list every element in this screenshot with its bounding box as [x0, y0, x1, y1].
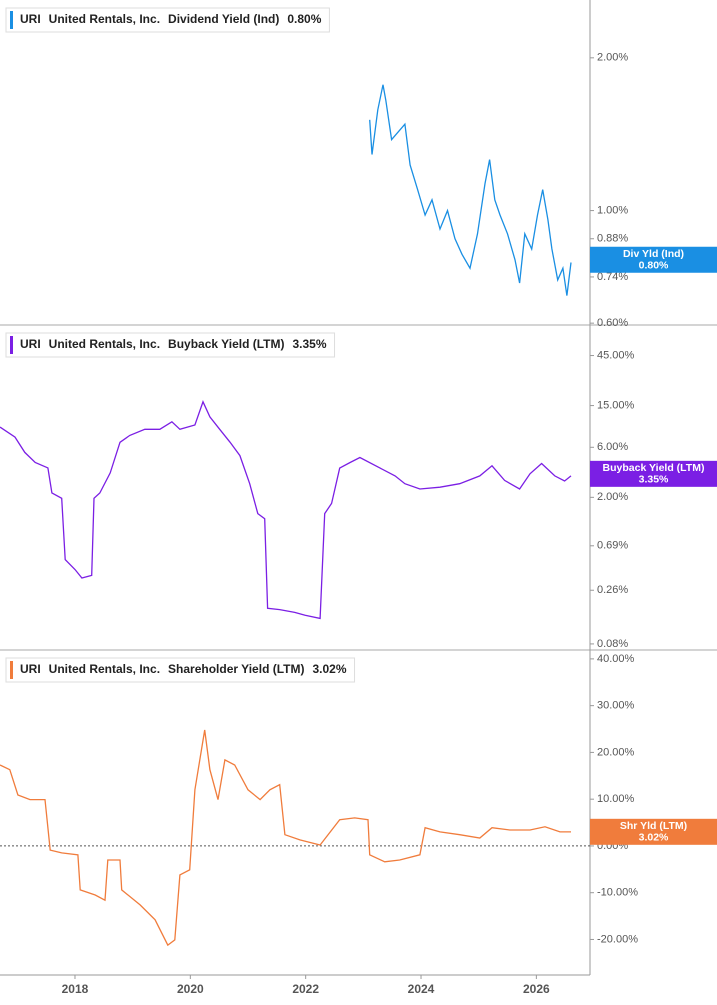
value-badge [590, 246, 717, 273]
y-tick-label: 20.00% [597, 746, 635, 758]
y-tick-label: 0.60% [597, 317, 628, 329]
legend-value: 0.80% [287, 12, 321, 26]
legend-swatch [10, 11, 13, 29]
y-tick-label: -10.00% [597, 887, 638, 899]
y-tick-label: 0.69% [597, 540, 628, 552]
y-tick-label: 10.00% [597, 793, 635, 805]
legend-swatch [10, 336, 13, 354]
y-tick-label: 2.00% [597, 491, 628, 503]
data-line [0, 729, 571, 947]
legend-box [5, 332, 336, 358]
legend-company: United Rentals, Inc. [49, 337, 160, 351]
value-badge [590, 460, 717, 487]
x-tick-label: 2026 [523, 982, 550, 996]
legend-swatch [10, 661, 13, 679]
value-badge [590, 818, 717, 845]
badge-value: 0.80% [639, 260, 669, 272]
badge-value: 3.35% [639, 474, 669, 486]
legend-ticker: URI [20, 12, 41, 26]
legend-ticker: URI [20, 662, 41, 676]
badge-label: Buyback Yield (LTM) [603, 462, 705, 474]
badge-label: Div Yld (Ind) [623, 248, 684, 260]
y-tick-label: 0.26% [597, 584, 628, 596]
legend-series-name: Shareholder Yield (LTM) [168, 662, 304, 676]
data-line [0, 400, 572, 620]
y-tick-label: 6.00% [597, 441, 628, 453]
x-tick-label: 2024 [408, 982, 435, 996]
legend-value: 3.02% [313, 662, 347, 676]
x-tick-label: 2018 [62, 982, 89, 996]
legend-company: United Rentals, Inc. [49, 662, 160, 676]
legend-box [5, 657, 356, 683]
legend-value: 3.35% [293, 337, 327, 351]
y-tick-label: 15.00% [597, 399, 635, 411]
badge-label: Shr Yld (LTM) [620, 820, 687, 832]
y-tick-label: 40.00% [597, 653, 635, 665]
badge-value: 3.02% [639, 832, 669, 844]
legend-company: United Rentals, Inc. [49, 12, 160, 26]
y-tick-label: 30.00% [597, 700, 635, 712]
legend-box [5, 7, 330, 33]
y-tick-label: 1.00% [597, 204, 628, 216]
legend-series-name: Buyback Yield (LTM) [168, 337, 284, 351]
y-tick-label: -20.00% [597, 933, 638, 945]
legend-ticker: URI [20, 337, 41, 351]
data-line [369, 84, 572, 296]
y-tick-label: 0.88% [597, 233, 628, 245]
y-tick-label: 2.00% [597, 52, 628, 64]
x-tick-label: 2020 [177, 982, 204, 996]
legend-series-name: Dividend Yield (Ind) [168, 12, 279, 26]
x-tick-label: 2022 [292, 982, 319, 996]
y-tick-label: 45.00% [597, 349, 635, 361]
y-tick-label: 0.74% [597, 271, 628, 283]
y-tick-label: 0.08% [597, 638, 628, 650]
